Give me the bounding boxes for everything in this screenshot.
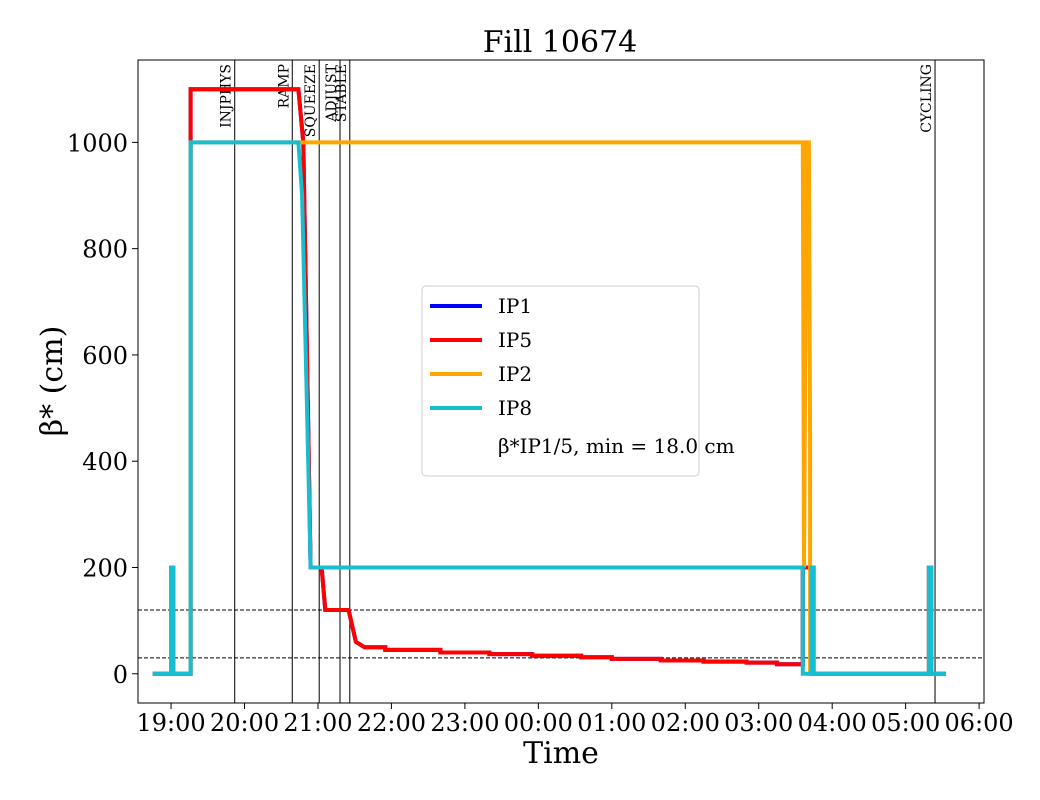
legend-items: IP1 IP5 IP2 IP8 bbox=[430, 294, 532, 420]
y-tick-label: 0 bbox=[113, 661, 128, 689]
x-axis-label: Time bbox=[523, 736, 599, 771]
legend-box bbox=[421, 285, 700, 477]
legend-label-ip1: IP1 bbox=[498, 294, 532, 318]
legend-label-ip8: IP8 bbox=[498, 396, 532, 420]
phase-marker-label: STABLE bbox=[334, 64, 350, 122]
x-tick-label: 20:00 bbox=[210, 709, 279, 737]
x-tick-label: 01:00 bbox=[577, 709, 646, 737]
x-tick-label: 06:00 bbox=[945, 709, 1014, 737]
x-tick-label: 04:00 bbox=[798, 709, 867, 737]
x-tick-label: 21:00 bbox=[283, 709, 352, 737]
x-tick-label: 23:00 bbox=[430, 709, 499, 737]
x-ticks: 19:00 20:00 21:00 22:00 23:00 00:00 01:00 02:00… bbox=[136, 703, 1014, 737]
legend-beta-min-note: β*IP1/5, min = 18.0 cm bbox=[498, 434, 735, 458]
y-tick-label: 600 bbox=[82, 342, 128, 370]
x-tick-label: 03:00 bbox=[724, 709, 793, 737]
x-tick-label: 05:00 bbox=[871, 709, 940, 737]
legend: IP1 IP5 IP2 IP8 β*IP1/5, min = 18.0 cm bbox=[421, 285, 735, 477]
y-tick-label: 800 bbox=[82, 236, 128, 264]
phase-marker-label: RAMP bbox=[276, 64, 292, 108]
reference-lines bbox=[138, 609, 984, 659]
y-tick-label: 200 bbox=[82, 554, 128, 582]
legend-label-ip5: IP5 bbox=[498, 328, 532, 352]
y-ticks: 0 200 400 600 800 1000 bbox=[67, 129, 138, 689]
y-tick-label: 1000 bbox=[67, 129, 128, 157]
x-tick-label: 02:00 bbox=[651, 709, 720, 737]
chart-title: Fill 10674 bbox=[483, 25, 638, 60]
x-tick-label: 00:00 bbox=[504, 709, 573, 737]
phase-marker-label: ADJUST bbox=[324, 63, 340, 122]
series-line-ip8 bbox=[152, 140, 946, 676]
phase-marker-label: INJPHYS bbox=[219, 64, 235, 128]
phase-marker-label: SQUEEZE bbox=[303, 64, 319, 137]
y-axis-label: β* (cm) bbox=[35, 326, 70, 437]
series-group bbox=[152, 87, 946, 676]
phase-marker-label: CYCLING bbox=[919, 64, 935, 133]
legend-label-ip2: IP2 bbox=[498, 362, 532, 386]
x-tick-label: 19:00 bbox=[136, 709, 205, 737]
y-tick-label: 400 bbox=[82, 448, 128, 476]
x-tick-label: 22:00 bbox=[357, 709, 426, 737]
